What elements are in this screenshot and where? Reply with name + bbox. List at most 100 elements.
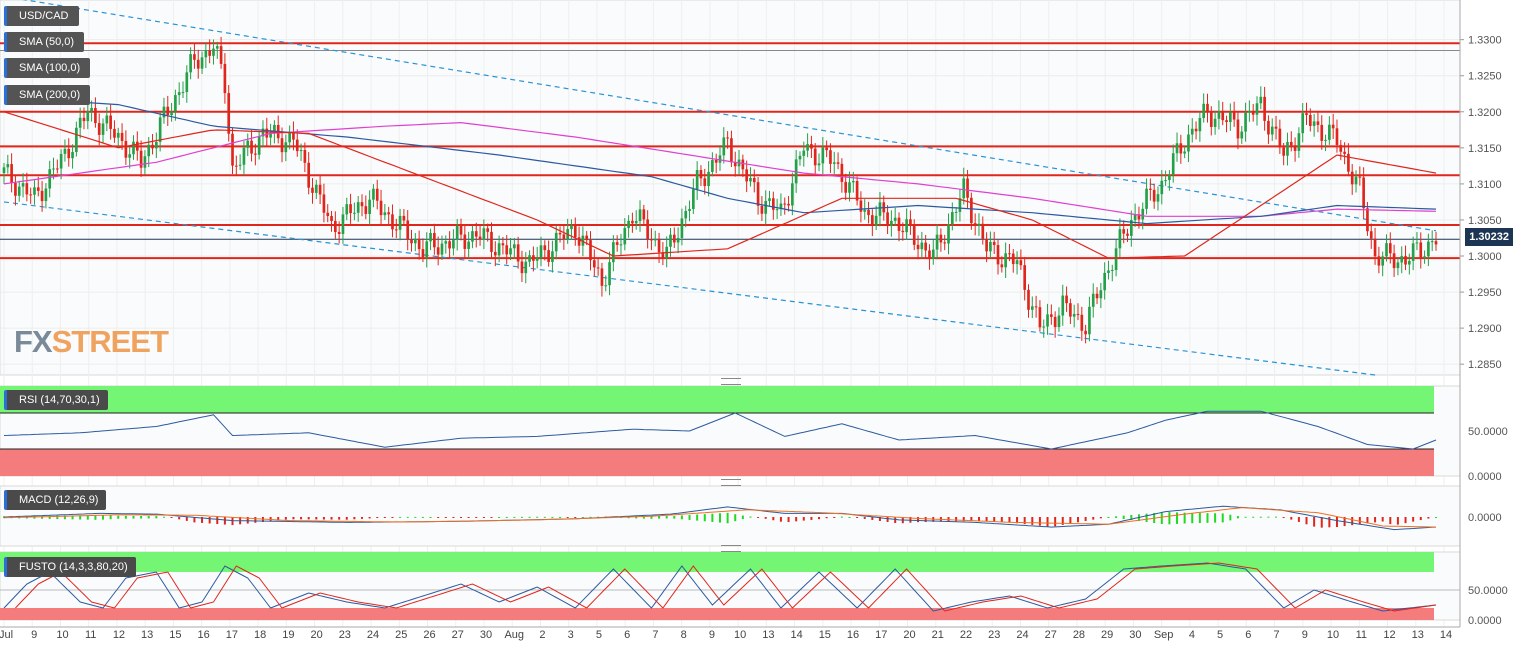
candle-body xyxy=(482,228,486,240)
y-tick-label: 1.3250 xyxy=(1468,71,1502,83)
pane-resize-handle-macd[interactable] xyxy=(721,479,741,486)
fxstreet-logo: FXSTREET xyxy=(14,324,169,359)
candle-body xyxy=(1069,303,1072,317)
candle-body xyxy=(223,63,227,94)
candle-body xyxy=(1396,262,1400,269)
macd-histogram-bar xyxy=(254,517,257,523)
sma50-line xyxy=(3,111,1437,259)
candle-body xyxy=(311,187,314,193)
macd-histogram-bar xyxy=(1077,517,1079,523)
candle-body xyxy=(52,168,55,170)
candle-body xyxy=(711,159,714,172)
x-tick-label: 9 xyxy=(1302,629,1308,641)
macd-histogram-bar xyxy=(848,516,851,518)
macd-histogram-bar xyxy=(878,517,881,521)
candle-body xyxy=(733,162,737,167)
macd-histogram-bar xyxy=(1244,516,1247,518)
x-tick-label: 28 xyxy=(1073,629,1085,641)
macd-histogram-bar xyxy=(863,517,866,519)
candle-body xyxy=(120,132,124,141)
macd-histogram-bar xyxy=(1267,516,1270,518)
candle-body xyxy=(394,229,398,231)
fusto-label[interactable]: FUSTO (14,3,3,80,20) xyxy=(4,557,136,577)
candle-body xyxy=(1244,112,1247,132)
y-tick-label: 1.3300 xyxy=(1468,35,1502,47)
macd-histogram-bar xyxy=(810,517,813,520)
macd-histogram-bar xyxy=(1198,512,1201,524)
macd-histogram-bar xyxy=(703,514,706,522)
macd-histogram-bar xyxy=(764,517,767,519)
candle-body xyxy=(1042,326,1046,328)
candle-body xyxy=(1335,128,1339,145)
sma50-label[interactable]: SMA (50,0) xyxy=(4,32,85,52)
rsi-label[interactable]: RSI (14,70,30,1) xyxy=(4,390,108,410)
macd-histogram-bar xyxy=(955,517,958,522)
candle-body xyxy=(166,106,170,116)
x-tick-label: 3 xyxy=(568,629,574,641)
candle-body xyxy=(832,162,836,164)
macd-histogram-bar xyxy=(1412,517,1415,522)
x-tick-label: 5 xyxy=(1217,629,1223,641)
candle-body xyxy=(1053,316,1057,328)
macd-histogram-bar xyxy=(1236,516,1239,519)
candle-body xyxy=(360,202,364,207)
candle-body xyxy=(871,215,874,226)
x-tick-label: 10 xyxy=(56,629,68,641)
candle-body xyxy=(1419,242,1423,258)
candle-body xyxy=(33,187,36,195)
macd-histogram-bar xyxy=(284,517,287,520)
candle-body xyxy=(1263,96,1266,121)
candle-body xyxy=(132,141,135,155)
macd-histogram-bar xyxy=(1328,517,1331,528)
macd-histogram-bar xyxy=(1160,512,1163,525)
candle-body xyxy=(825,147,828,151)
macd-histogram-bar xyxy=(787,517,790,523)
symbol-label[interactable]: USD/CAD xyxy=(4,6,79,26)
candle-body xyxy=(928,250,931,260)
candle-body xyxy=(1206,103,1209,113)
x-tick-label: 23 xyxy=(339,629,351,641)
macd-label[interactable]: MACD (12,26,9) xyxy=(4,490,107,510)
candle-body xyxy=(634,221,638,224)
macd-histogram-bar xyxy=(1351,517,1354,526)
macd-histogram-bar xyxy=(856,517,859,518)
candle-body xyxy=(1057,315,1061,328)
macd-histogram-bar xyxy=(147,516,150,519)
macd-histogram-bar xyxy=(1206,513,1209,523)
candle-body xyxy=(1286,141,1289,156)
macd-histogram-bar xyxy=(330,517,333,520)
candle-body xyxy=(1145,188,1148,209)
candle-body xyxy=(1095,293,1099,299)
candle-body xyxy=(547,250,550,262)
macd-histogram-bar xyxy=(1061,517,1064,525)
candle-body xyxy=(90,107,93,111)
candle-body xyxy=(1065,295,1068,304)
macd-histogram-bar xyxy=(223,517,226,525)
candle-body xyxy=(615,242,619,245)
candle-body xyxy=(2,167,6,174)
candle-body xyxy=(128,154,132,158)
macd-histogram-bar xyxy=(292,517,295,520)
candle-body xyxy=(398,215,402,230)
y-tick-label: 1.2850 xyxy=(1468,359,1502,371)
candle-body xyxy=(109,115,112,129)
sma100-label[interactable]: SMA (100,0) xyxy=(4,58,91,78)
candle-body xyxy=(261,128,265,137)
candle-body xyxy=(577,237,581,246)
candle-body xyxy=(417,238,421,250)
x-tick-label: 17 xyxy=(875,629,887,641)
pane-resize-handle-rsi[interactable] xyxy=(721,378,741,385)
pane-resize-handle-fusto[interactable] xyxy=(721,545,741,552)
candle-body xyxy=(901,230,905,233)
macd-histogram-bar xyxy=(1023,517,1026,525)
candle-body xyxy=(730,138,733,163)
candle-body xyxy=(1091,293,1095,307)
candle-body xyxy=(749,178,752,182)
candle-body xyxy=(1259,96,1263,104)
macd-histogram-bar xyxy=(680,515,683,520)
x-tick-label: 2 xyxy=(539,629,545,641)
sma200-label[interactable]: SMA (200,0) xyxy=(4,85,91,105)
x-tick-label: 10 xyxy=(734,629,746,641)
horizontal-levels xyxy=(0,42,1460,260)
candle-body xyxy=(1297,133,1301,151)
